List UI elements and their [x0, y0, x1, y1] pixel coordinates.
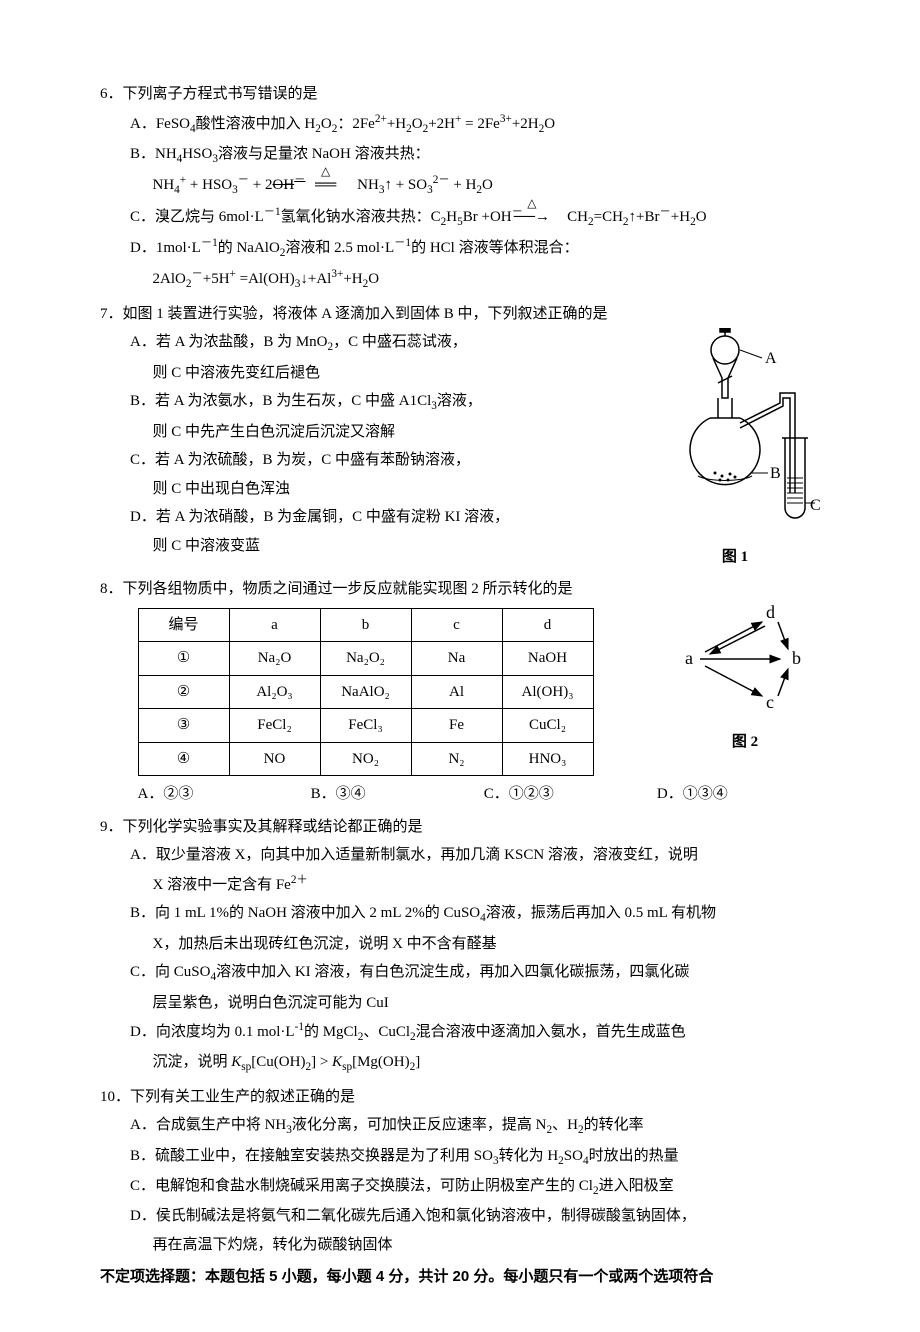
q9-D-2: 沉淀，说明 Ksp[Cu(OH)2] > Ksp[Mg(OH)2]	[115, 1048, 830, 1078]
q7-stem: 7．如图 1 装置进行实验，将液体 A 逐滴加入到固体 B 中，下列叙述正确的是	[100, 300, 830, 329]
q6: 6．下列离子方程式书写错误的是 A．FeSO4酸性溶液中加入 H2O2：2Fe2…	[100, 80, 830, 296]
q6-D-line2: 2AlO2－+5H+ =Al(OH)3↓+Al3++H2O	[115, 264, 830, 295]
svg-text:c: c	[766, 692, 774, 712]
q6-A: A．FeSO4酸性溶液中加入 H2O2：2Fe2++H2O2+2H+ = 2Fe…	[115, 109, 830, 140]
q7-B-2: 则 C 中先产生白色沉淀后沉淀又溶解	[115, 418, 640, 447]
q9-D: D．向浓度均为 0.1 mol·L-1的 MgCl2、CuCl2混合溶液中逐滴加…	[115, 1017, 830, 1048]
q9-A-2: X 溶液中一定含有 Fe2＋	[115, 870, 830, 900]
fig1-caption: 图 1	[640, 543, 830, 572]
q7-figure: A B C 图 1	[640, 328, 830, 571]
q10-D: D．侯氏制碱法是将氨气和二氧化碳先后通入饱和氯化钠溶液中，制得碳酸氢钠固体，	[115, 1202, 830, 1231]
q7-C-2: 则 C 中出现白色浑浊	[115, 475, 640, 504]
q8-stem: 8．下列各组物质中，物质之间通过一步反应就能实现图 2 所示转化的是	[100, 575, 830, 604]
q6-B-line2: NH4+ + HSO3－ + 2OH－ △══ NH3↑ + SO32－ + H…	[115, 170, 830, 201]
q8: 8．下列各组物质中，物质之间通过一步反应就能实现图 2 所示转化的是 编号 a …	[100, 575, 830, 809]
q8-B: B．③④	[311, 780, 484, 809]
label-B: B	[770, 465, 781, 482]
q8-figure: a b c d 图 2	[660, 604, 830, 757]
svg-text:b: b	[792, 648, 801, 668]
q7-D-2: 则 C 中溶液变蓝	[115, 532, 640, 561]
q7-A-2: 则 C 中溶液先变红后褪色	[115, 359, 640, 388]
q9-A: A．取少量溶液 X，向其中加入适量新制氯水，再加几滴 KSCN 溶液，溶液变红，…	[115, 841, 830, 870]
q10: 10．下列有关工业生产的叙述正确的是 A．合成氨生产中将 NH3液化分离，可加快…	[100, 1083, 830, 1260]
svg-text:d: d	[766, 604, 775, 622]
q9-C: C．向 CuSO4溶液中加入 KI 溶液，有白色沉淀生成，再加入四氯化碳振荡，四…	[115, 958, 830, 988]
q9-B: B．向 1 mL 1%的 NaOH 溶液中加入 2 mL 2%的 CuSO4溶液…	[115, 899, 830, 929]
q10-D-2: 再在高温下灼烧，转化为碳酸钠固体	[115, 1231, 830, 1260]
q9: 9．下列化学实验事实及其解释或结论都正确的是 A．取少量溶液 X，向其中加入适量…	[100, 813, 830, 1079]
q10-B: B．硫酸工业中，在接触室安装热交换器是为了利用 SO3转化为 H2SO4时放出的…	[115, 1142, 830, 1172]
q9-B-2: X，加热后未出现砖红色沉淀，说明 X 中不含有醛基	[115, 930, 830, 959]
table-row: ④NONO₂N₂HNO₃	[138, 742, 593, 776]
q9-stem: 9．下列化学实验事实及其解释或结论都正确的是	[100, 813, 830, 842]
q9-C-2: 层呈紫色，说明白色沉淀可能为 CuI	[115, 989, 830, 1018]
q7: 7．如图 1 装置进行实验，将液体 A 逐滴加入到固体 B 中，下列叙述正确的是…	[100, 300, 830, 572]
table-row: ②Al₂O₃NaAlO₂AlAl(OH)₃	[138, 675, 593, 709]
q6-B: B．NH4HSO3溶液与足量浓 NaOH 溶液共热：	[115, 140, 830, 170]
transform-diagram-icon: a b c d	[670, 604, 820, 714]
heat-equals-icon: △══	[309, 171, 342, 200]
fig2-caption: 图 2	[660, 728, 830, 757]
apparatus-icon: A B C	[650, 328, 820, 528]
q7-C: C．若 A 为浓硫酸，B 为炭，C 中盛有苯酚钠溶液，	[115, 446, 640, 475]
q7-D: D．若 A 为浓硝酸，B 为金属铜，C 中盛有淀粉 KI 溶液，	[115, 503, 640, 532]
q7-B: B．若 A 为浓氨水，B 为生石灰，C 中盛 A1Cl3溶液，	[115, 387, 640, 417]
q8-options: A．②③ B．③④ C．①②③ D．①③④	[100, 780, 830, 809]
q8-C: C．①②③	[484, 780, 657, 809]
q7-A: A．若 A 为浓盐酸，B 为 MnO2，C 中盛石蕊试液，	[115, 328, 640, 358]
q10-stem: 10．下列有关工业生产的叙述正确的是	[100, 1083, 830, 1112]
label-A: A	[765, 350, 777, 367]
table-row: 编号 a b c d	[138, 608, 593, 642]
q8-A: A．②③	[138, 780, 311, 809]
q8-table: 编号 a b c d ①Na₂ONa₂O₂NaNaOH ②Al₂O₃NaAlO₂…	[138, 608, 594, 777]
heat-arrow-icon: △──→	[527, 203, 560, 232]
q6-stem: 6．下列离子方程式书写错误的是	[100, 80, 830, 109]
section-footer: 不定项选择题：本题包括 5 小题，每小题 4 分，共计 20 分。每小题只有一个…	[100, 1263, 830, 1292]
table-row: ③FeCl₂FeCl₃FeCuCl₂	[138, 709, 593, 743]
q8-D: D．①③④	[657, 780, 830, 809]
q6-C: C．溴乙烷与 6mol·L－1氢氧化钠水溶液共热：C2H5Br +OH－ △──…	[115, 202, 830, 233]
svg-text:a: a	[685, 648, 693, 668]
q10-A: A．合成氨生产中将 NH3液化分离，可加快正反应速率，提高 N2、H2的转化率	[115, 1111, 830, 1141]
label-C: C	[810, 497, 820, 514]
table-row: ①Na₂ONa₂O₂NaNaOH	[138, 642, 593, 676]
q10-C: C．电解饱和食盐水制烧碱采用离子交换膜法，可防止阴极室产生的 Cl2进入阳极室	[115, 1172, 830, 1202]
q6-D: D．1mol·L－1的 NaAlO2溶液和 2.5 mol·L－1的 HCl 溶…	[115, 233, 830, 264]
